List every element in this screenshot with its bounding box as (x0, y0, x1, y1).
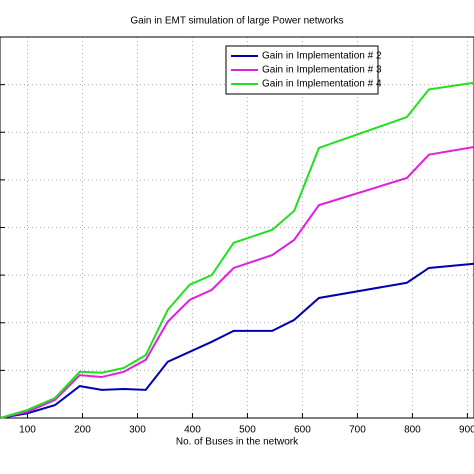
plot-frame (0, 36, 474, 419)
legend-label: Gain in Implementation # 4 (262, 79, 382, 90)
x-tick-label: 100 (19, 425, 36, 436)
x-axis-label: No. of Buses in the network (176, 437, 299, 448)
series-line (0, 146, 474, 419)
legend-label: Gain in Implementation # 2 (262, 51, 382, 62)
x-tick-label: 800 (404, 425, 421, 436)
series-line (0, 262, 474, 419)
x-tick-label: 600 (294, 425, 311, 436)
legend-label: Gain in Implementation # 3 (262, 65, 382, 76)
x-tick-label: 200 (74, 425, 91, 436)
x-tick-label: 700 (349, 425, 366, 436)
x-tick-label: 900 (459, 425, 474, 436)
series-line (0, 81, 474, 419)
x-tick-label: 400 (184, 425, 201, 436)
chart-title: Gain in EMT simulation of large Power ne… (130, 16, 343, 27)
x-tick-label: 300 (129, 425, 146, 436)
x-tick-label: 500 (239, 425, 256, 436)
